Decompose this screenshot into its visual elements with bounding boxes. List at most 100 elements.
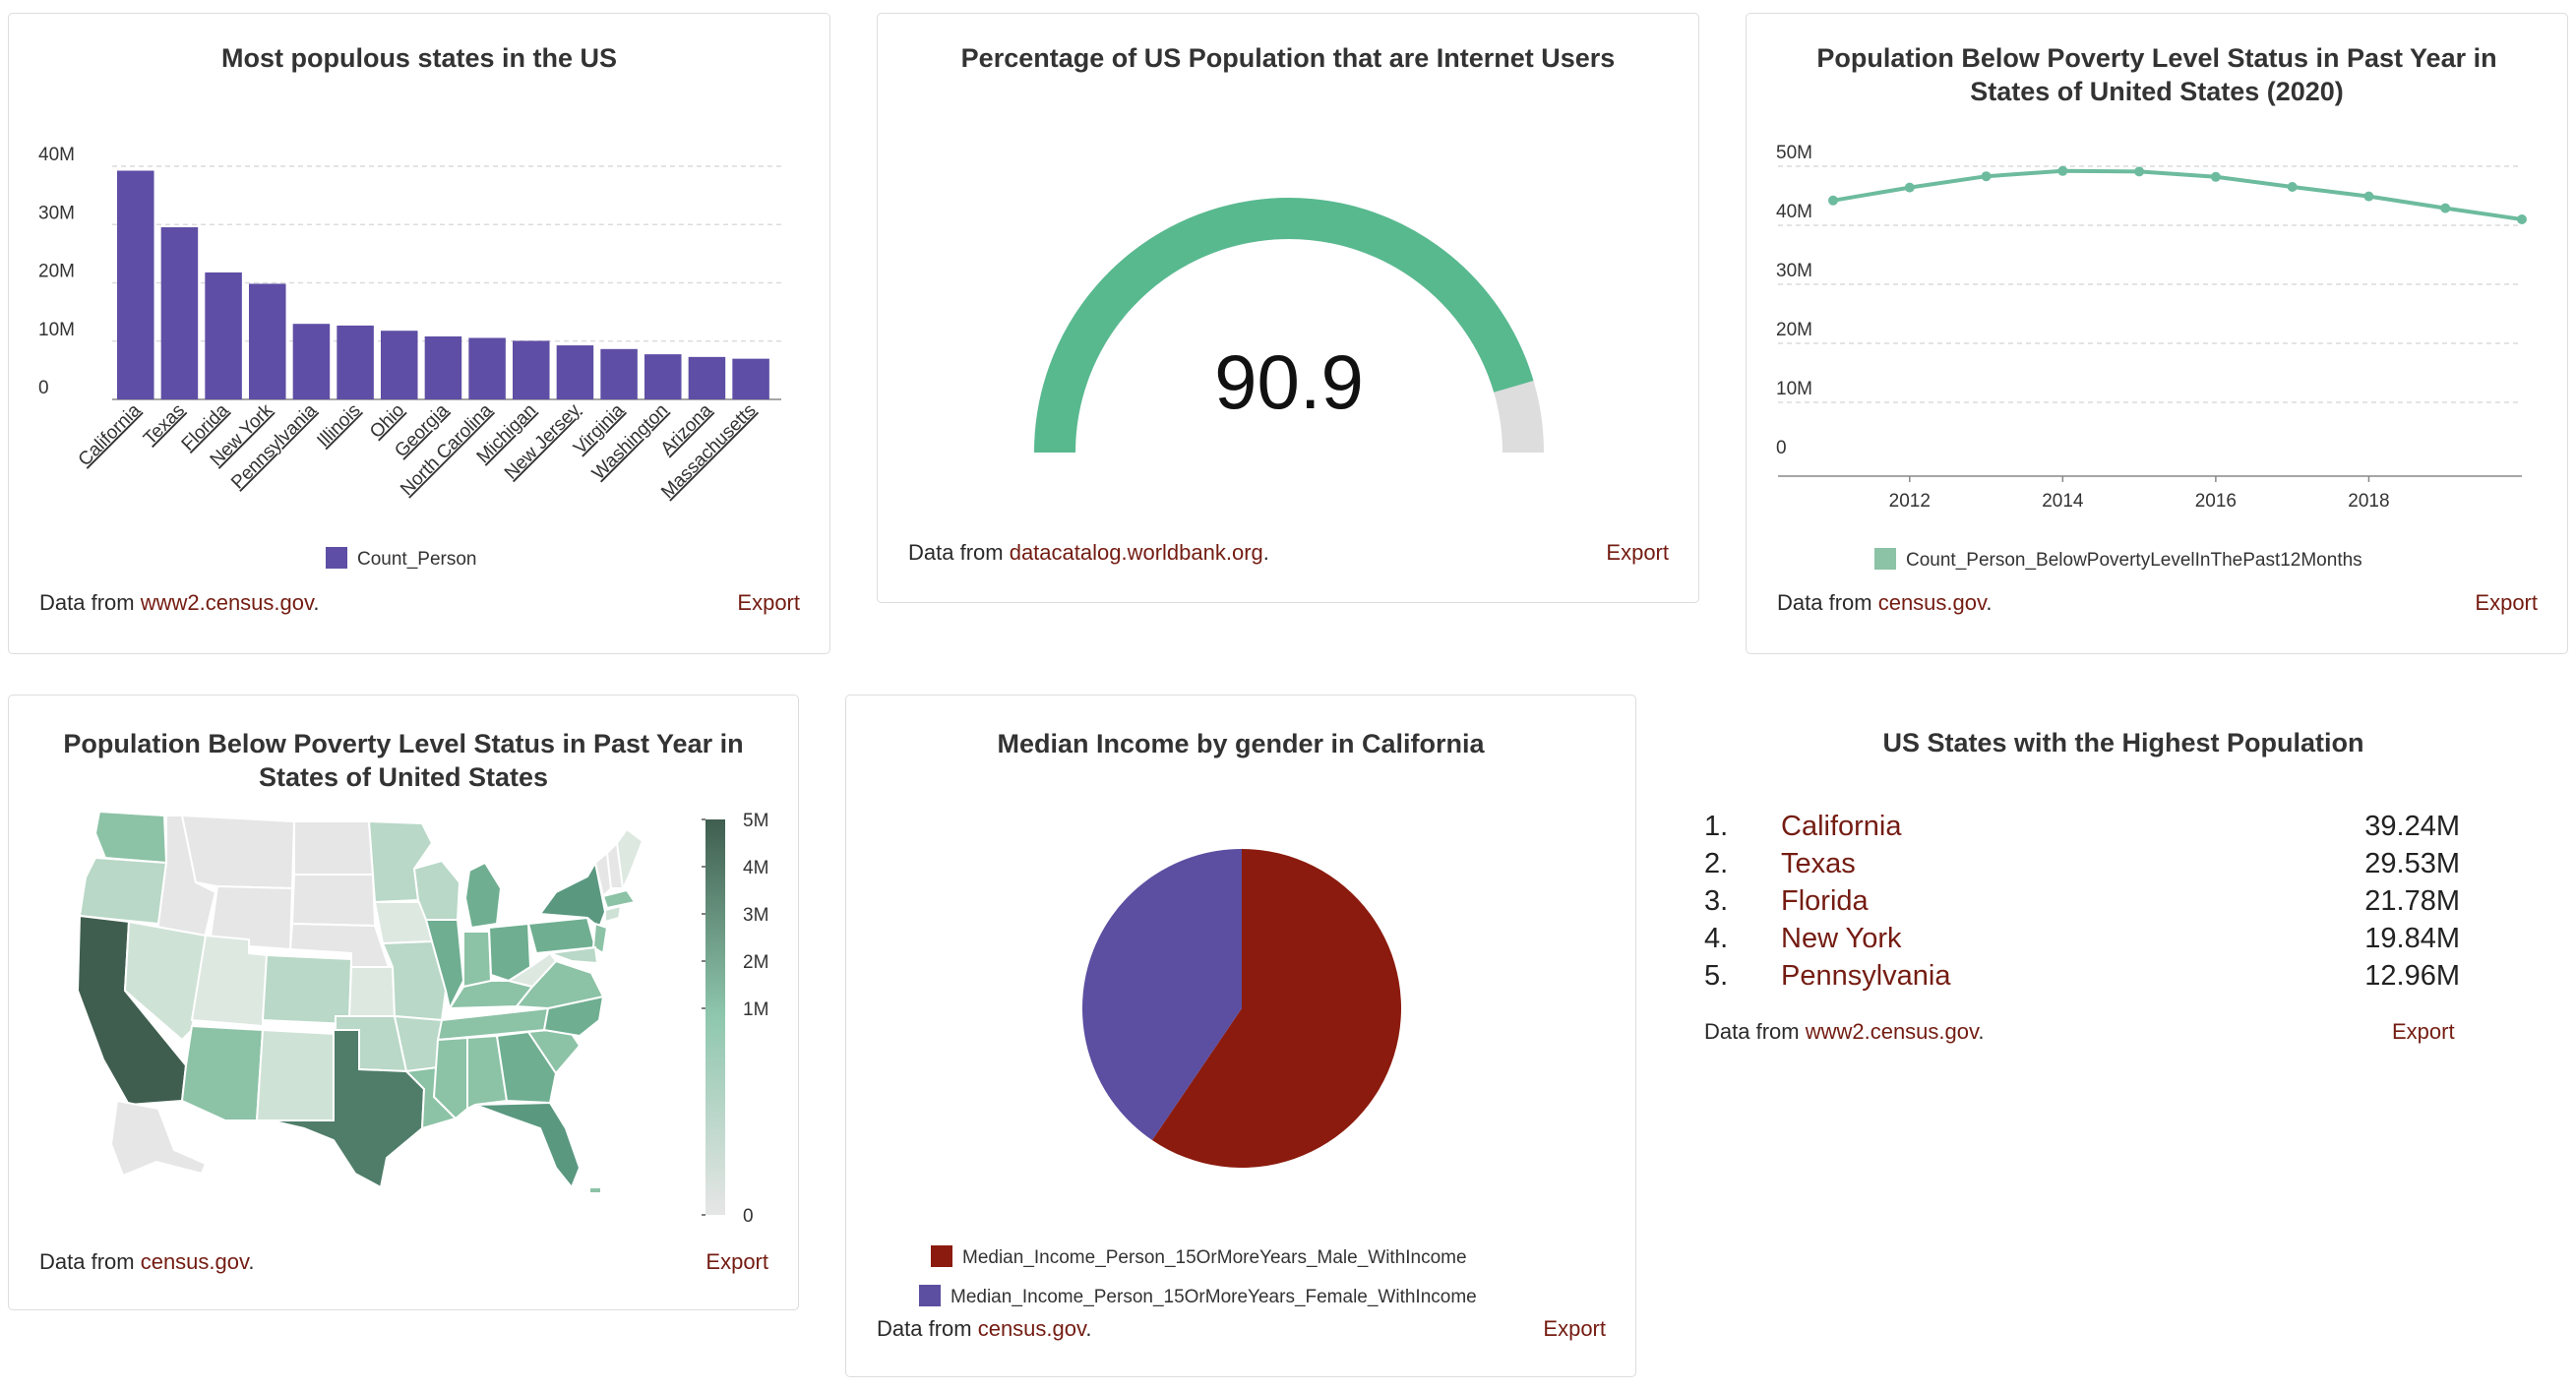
data-source-prefix: Data from <box>39 590 141 615</box>
list-state-link[interactable]: Texas <box>1781 848 1856 880</box>
data-source-link[interactable]: census.gov <box>978 1316 1086 1341</box>
state-utah[interactable] <box>192 936 267 1026</box>
state-alaska[interactable] <box>111 1101 206 1176</box>
list-state-link[interactable]: New York <box>1781 923 1902 955</box>
data-source-suffix: . <box>313 590 319 615</box>
bar[interactable] <box>600 349 638 399</box>
y-tick-label: 0 <box>1776 438 1787 458</box>
list-rank: 3. <box>1704 885 1728 918</box>
list-state-link[interactable]: California <box>1781 811 1902 843</box>
legend-swatch <box>919 1285 941 1306</box>
choropleth-map: 5M 4M 3M 2M 1M 0 <box>9 696 800 1311</box>
data-source-suffix: . <box>1978 1019 1984 1044</box>
bar[interactable] <box>117 171 154 399</box>
state-colorado[interactable] <box>263 955 351 1024</box>
state-connecticut[interactable] <box>605 906 621 922</box>
x-tick-label: 2018 <box>2348 491 2389 512</box>
data-source-link[interactable]: census.gov <box>1878 590 1987 615</box>
state-florida[interactable] <box>475 1103 580 1187</box>
x-tick-label: 2016 <box>2195 491 2237 512</box>
y-tick-label: 10M <box>38 320 75 340</box>
state-arizona[interactable] <box>182 1026 263 1120</box>
list-item: 1. California 39.24M <box>1704 811 2460 848</box>
data-point[interactable] <box>2288 182 2298 192</box>
data-point[interactable] <box>1982 171 1992 181</box>
data-point[interactable] <box>2440 204 2450 213</box>
bar[interactable] <box>381 331 418 399</box>
bar[interactable] <box>689 357 726 399</box>
state-hawaii[interactable] <box>589 1187 601 1193</box>
state-kansas[interactable] <box>349 967 395 1016</box>
bar[interactable] <box>337 326 374 399</box>
bar[interactable] <box>513 340 550 399</box>
data-point[interactable] <box>2517 214 2527 224</box>
data-point[interactable] <box>1828 196 1838 206</box>
data-source-link[interactable]: www2.census.gov <box>1806 1019 1979 1044</box>
state-oregon[interactable] <box>80 858 166 924</box>
y-tick-label: 40M <box>1776 202 1812 222</box>
legend-tick-label: 3M <box>743 905 768 926</box>
state-montana[interactable] <box>182 816 294 888</box>
data-point[interactable] <box>2057 166 2067 176</box>
bar[interactable] <box>557 345 594 399</box>
data-source-link[interactable]: www2.census.gov <box>141 590 314 615</box>
list-item: 2. Texas 29.53M <box>1704 848 2460 885</box>
list-item: 4. New York 19.84M <box>1704 923 2460 960</box>
ranked-list: 1. California 39.24M 2. Texas 29.53M 3. … <box>1704 811 2460 1007</box>
export-button[interactable]: Export <box>1543 1316 1606 1342</box>
x-tick-label: 2014 <box>2042 491 2084 512</box>
chart-title: US States with the Highest Population <box>1679 726 2568 759</box>
data-point[interactable] <box>2134 166 2144 176</box>
x-tick-label[interactable]: California <box>75 399 146 470</box>
export-button[interactable]: Export <box>2475 590 2538 616</box>
data-source-link[interactable]: census.gov <box>141 1249 249 1274</box>
data-source: Data from census.gov. <box>39 1249 254 1275</box>
data-source-suffix: . <box>1263 540 1269 565</box>
state-new-mexico[interactable] <box>257 1030 336 1120</box>
export-button[interactable]: Export <box>705 1249 768 1275</box>
series-line <box>1833 171 2522 219</box>
legend-swatch <box>326 547 347 569</box>
card-most-populous: Most populous states in the US 0 10M 20M 30… <box>8 13 830 654</box>
bar[interactable] <box>249 283 286 399</box>
state-south-dakota[interactable] <box>292 875 375 926</box>
export-button[interactable]: Export <box>2392 1019 2455 1045</box>
state-michigan[interactable] <box>465 863 501 928</box>
bar[interactable] <box>205 272 242 399</box>
legend-color-bar <box>705 819 725 1215</box>
list-value: 19.84M <box>2364 923 2460 955</box>
data-point[interactable] <box>2211 172 2221 182</box>
bar[interactable] <box>732 359 769 399</box>
data-source-prefix: Data from <box>877 1316 978 1341</box>
data-point[interactable] <box>2363 192 2373 202</box>
bar[interactable] <box>161 227 199 399</box>
state-new-york[interactable] <box>540 863 605 928</box>
bar[interactable] <box>293 324 331 399</box>
bar[interactable] <box>644 354 682 399</box>
export-button[interactable]: Export <box>1606 540 1669 566</box>
bar[interactable] <box>425 336 462 399</box>
list-state-link[interactable]: Florida <box>1781 885 1869 918</box>
bar[interactable] <box>468 337 506 399</box>
list-rank: 5. <box>1704 960 1728 993</box>
list-state-link[interactable]: Pennsylvania <box>1781 960 1951 993</box>
data-source-link[interactable]: datacatalog.worldbank.org <box>1010 540 1263 565</box>
state-north-dakota[interactable] <box>294 821 373 875</box>
state-indiana[interactable] <box>463 932 491 987</box>
data-source-prefix: Data from <box>908 540 1010 565</box>
y-tick-label: 20M <box>38 262 75 282</box>
export-button[interactable]: Export <box>737 590 800 616</box>
legend-label: Median_Income_Person_15OrMoreYears_Femal… <box>951 1287 1477 1307</box>
state-maine[interactable] <box>617 829 643 888</box>
us-map[interactable] <box>78 812 643 1193</box>
state-washington[interactable] <box>95 812 166 863</box>
legend-label: Count_Person <box>357 549 476 570</box>
list-rank: 1. <box>1704 811 1728 843</box>
legend-tick-label: 4M <box>743 858 768 878</box>
card-poverty-map: Population Below Poverty Level Status in… <box>8 695 799 1310</box>
state-massachusetts[interactable] <box>603 890 635 908</box>
data-point[interactable] <box>1905 183 1915 193</box>
list-item: 5. Pennsylvania 12.96M <box>1704 960 2460 998</box>
card-income-pie: Median Income by gender in California Me… <box>845 695 1636 1377</box>
x-tick-label[interactable]: Illinois <box>313 400 364 452</box>
